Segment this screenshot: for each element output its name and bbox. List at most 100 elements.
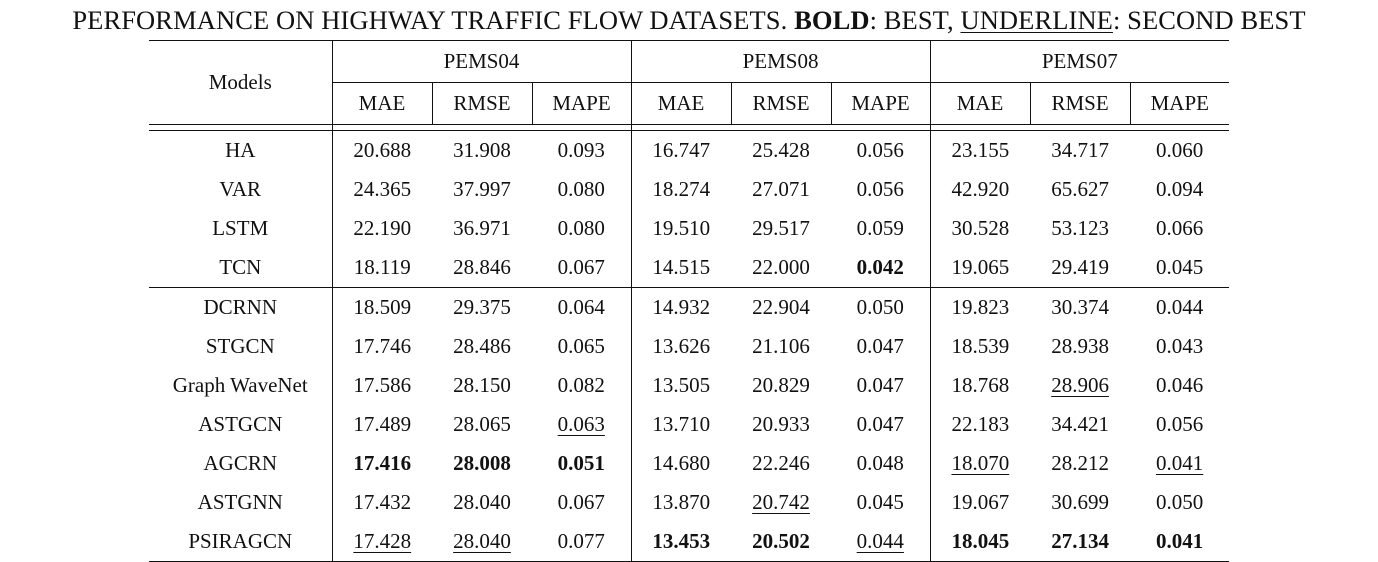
header-metric-mae: MAE	[631, 82, 732, 125]
metric-value: 0.047	[856, 412, 904, 436]
metric-value: 0.093	[557, 138, 605, 162]
metric-value: 0.047	[856, 334, 904, 358]
metric-value: 0.042	[856, 255, 904, 279]
metric-value-cell: 0.044	[831, 522, 931, 562]
metric-value: 42.920	[951, 177, 1010, 201]
metric-value: 13.870	[652, 490, 711, 514]
model-name-cell: STGCN	[149, 327, 333, 366]
metric-value-cell: 0.067	[532, 483, 632, 522]
metric-value-cell: 0.060	[1130, 130, 1230, 170]
metric-value: 25.428	[752, 138, 810, 162]
table-row: TCN 18.119 28.846 0.067 14.515 22.000 0.042 19.…	[149, 248, 1229, 288]
metric-value: 13.626	[652, 334, 711, 358]
metric-value: 22.000	[752, 255, 810, 279]
metric-value: 30.374	[1051, 295, 1109, 319]
metric-value: 17.746	[353, 334, 412, 358]
caption-text-1: PERFORMANCE ON HIGHWAY TRAFFIC FLOW DATA…	[72, 5, 795, 35]
model-name-cell: ASTGCN	[149, 405, 333, 444]
metric-value: 0.045	[856, 490, 904, 514]
metric-value: 0.051	[557, 451, 605, 475]
metric-value-cell: 17.432	[332, 483, 432, 522]
metric-value: 19.823	[951, 295, 1010, 319]
metric-value: 30.699	[1051, 490, 1109, 514]
metric-value-cell: 36.971	[432, 209, 532, 248]
metric-value: 14.680	[652, 451, 711, 475]
header-metric-mape: MAPE	[532, 82, 632, 125]
metric-value-cell: 0.056	[831, 130, 931, 170]
metric-value: 0.045	[1155, 255, 1204, 279]
metric-value: 18.274	[652, 177, 711, 201]
metric-value: 0.082	[557, 373, 605, 397]
metric-value: 21.106	[752, 334, 810, 358]
metric-value-cell: 14.680	[631, 444, 731, 483]
metric-value-cell: 17.586	[332, 366, 432, 405]
metric-value: 65.627	[1051, 177, 1109, 201]
metric-value: 0.065	[557, 334, 605, 358]
metric-value: 0.041	[1155, 451, 1204, 475]
metric-value-cell: 22.246	[731, 444, 831, 483]
metric-value-cell: 0.041	[1130, 522, 1230, 562]
metric-value-cell: 0.056	[1130, 405, 1229, 444]
metric-value-cell: 0.082	[532, 366, 632, 405]
metric-value: 0.056	[856, 177, 904, 201]
metric-value: 0.067	[557, 490, 605, 514]
metric-value: 0.043	[1155, 334, 1204, 358]
metric-value-cell: 0.094	[1130, 170, 1229, 209]
metric-value: 0.048	[856, 451, 904, 475]
metric-value: 0.044	[856, 529, 904, 553]
metric-value: 0.094	[1155, 177, 1204, 201]
metric-value-cell: 0.041	[1130, 444, 1229, 483]
table-row: LSTM 22.190 36.971 0.080 19.510 29.517 0.059 30…	[149, 209, 1229, 248]
table-row: VAR 24.365 37.997 0.080 18.274 27.071 0.056 42.…	[149, 170, 1229, 209]
metric-value-cell: 29.419	[1030, 248, 1130, 288]
metric-value-cell: 30.374	[1030, 287, 1131, 327]
metric-value: 18.045	[951, 529, 1010, 553]
metric-value: 0.050	[1155, 490, 1204, 514]
header-row-datasets: Models PEMS04 PEMS08 PEMS07	[149, 40, 1230, 125]
metric-value: 28.938	[1051, 334, 1109, 358]
metric-value-cell: 37.997	[432, 170, 532, 209]
metric-value: 0.077	[557, 529, 605, 553]
metric-value: 27.134	[1051, 529, 1109, 553]
metric-value: 13.505	[652, 373, 711, 397]
metric-value-cell: 28.846	[432, 248, 532, 288]
metric-value: 0.080	[557, 216, 605, 240]
metric-value-cell: 0.044	[1130, 287, 1230, 327]
metric-value: 18.768	[951, 373, 1010, 397]
metric-value: 19.065	[951, 255, 1010, 279]
metric-value-cell: 29.517	[731, 209, 831, 248]
caption-underline-word: UNDERLINE	[960, 5, 1113, 35]
metric-value-cell: 0.080	[532, 170, 632, 209]
metric-value-cell: 28.906	[1030, 366, 1130, 405]
metric-value: 30.528	[951, 216, 1010, 240]
metric-value-cell: 28.212	[1030, 444, 1130, 483]
metric-value: 20.502	[752, 529, 810, 553]
caption-text-2: : BEST,	[869, 5, 961, 35]
header-dataset-pems04: PEMS04	[332, 40, 632, 83]
metric-value-cell: 14.515	[631, 248, 731, 288]
metric-value: 28.212	[1051, 451, 1109, 475]
metric-value: 14.932	[652, 295, 711, 319]
metric-value-cell: 0.047	[831, 327, 931, 366]
metric-value-cell: 20.933	[731, 405, 831, 444]
metric-value: 22.183	[951, 412, 1010, 436]
metric-value: 14.515	[652, 255, 711, 279]
metric-value-cell: 20.688	[332, 130, 432, 170]
metric-value-cell: 0.066	[1130, 209, 1229, 248]
metric-value: 17.428	[353, 529, 412, 553]
metric-value-cell: 20.829	[731, 366, 831, 405]
metric-value-cell: 19.823	[930, 287, 1031, 327]
metric-value: 36.971	[453, 216, 511, 240]
metric-value: 17.432	[353, 490, 412, 514]
table-row: DCRNN 18.509 29.375 0.064 14.932 22.904 0.050 1…	[149, 287, 1230, 327]
metric-value: 22.190	[353, 216, 412, 240]
metric-value-cell: 24.365	[332, 170, 432, 209]
metric-value-cell: 18.119	[332, 248, 432, 288]
metric-value-cell: 42.920	[930, 170, 1030, 209]
metric-value: 18.119	[353, 255, 411, 279]
header-metric-rmse: RMSE	[432, 82, 533, 125]
metric-value: 28.150	[453, 373, 511, 397]
metric-value: 22.904	[752, 295, 810, 319]
metric-value: 0.063	[557, 412, 605, 436]
metric-value: 28.486	[453, 334, 511, 358]
